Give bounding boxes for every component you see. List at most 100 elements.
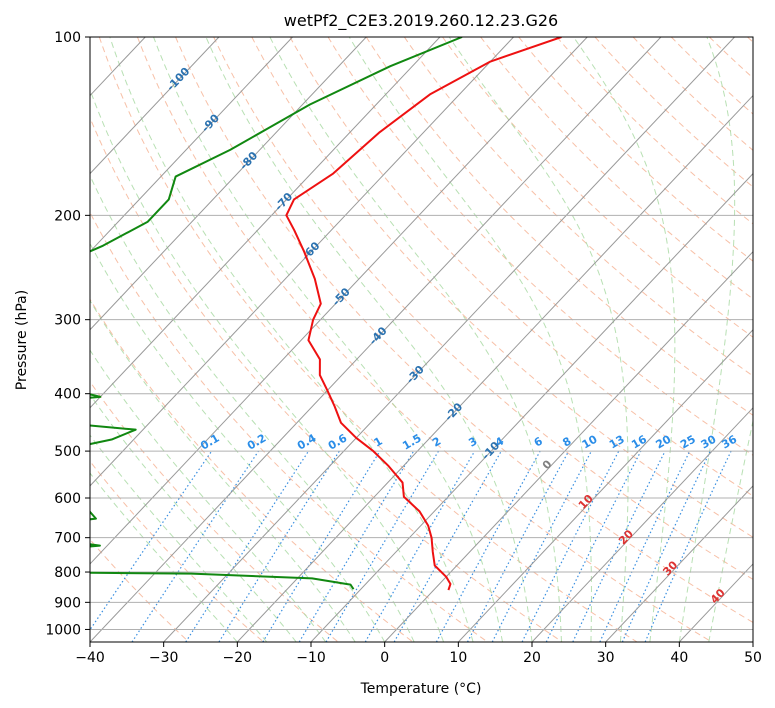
mixing-ratio-label: 25	[678, 433, 698, 452]
y-tick-label: 100	[54, 30, 81, 46]
dry-adiabat	[175, 37, 753, 624]
mixing-ratio-label: 16	[629, 432, 649, 451]
plot-frame	[89, 36, 754, 643]
dry-adiabat	[556, 37, 753, 225]
y-tick-label: 700	[54, 531, 81, 547]
mixing-ratio-line	[325, 450, 440, 642]
dry-adiabat	[289, 37, 753, 497]
isotherm	[384, 250, 753, 642]
mixing-ratio-label: 30	[699, 432, 719, 451]
dry-adiabats	[90, 37, 753, 642]
mixing-ratio-line	[599, 450, 691, 642]
moist-adiabat	[348, 37, 592, 642]
moist-adiabat	[708, 418, 753, 642]
dry-adiabat	[90, 116, 563, 642]
mixing-ratio-line	[131, 450, 260, 642]
isotherms	[90, 37, 753, 642]
x-tick-label: −30	[149, 650, 179, 666]
x-tick-label: 50	[744, 650, 762, 666]
x-axis-ticks: −40 −30 −20 −10 0 10 20 30 40 50	[75, 642, 762, 666]
dry-adiabat	[90, 380, 339, 642]
line-labels: 0.1 0.2 0.4 0.6 1 1.5 2 3 4 6 8 10 13 16 20 25 30 36-100-…	[164, 65, 739, 607]
moist-adiabat	[205, 37, 533, 642]
dry-adiabat	[90, 460, 264, 642]
profiles	[90, 37, 562, 591]
temperature-profile	[285, 37, 562, 591]
x-tick-label: −10	[296, 650, 326, 666]
x-tick-label: 0	[380, 650, 389, 666]
mixing-ratio-line	[435, 450, 541, 642]
isotherm	[605, 485, 753, 642]
moist-adiabats	[90, 37, 753, 642]
isotherm	[90, 37, 367, 331]
dry-adiabat	[136, 37, 713, 642]
isotherm	[752, 641, 753, 642]
dry-adiabat	[90, 211, 488, 642]
dry-adiabat	[709, 37, 753, 79]
y-tick-label: 800	[54, 565, 81, 581]
dry-adiabat	[98, 37, 638, 642]
mixing-ratio-line	[393, 450, 502, 642]
moist-adiabat	[90, 393, 297, 642]
y-axis-label: Pressure (hPa)	[14, 290, 30, 390]
x-tick-label: −40	[75, 650, 105, 666]
mixing-ratio-label: 8	[560, 435, 573, 450]
isotherm-label: 40	[708, 586, 728, 606]
mixing-ratio-label: 6	[532, 434, 545, 449]
isotherm	[90, 37, 588, 565]
x-tick-label: 40	[670, 650, 688, 666]
mixing-ratio-line	[545, 450, 642, 642]
isotherm	[163, 37, 735, 642]
mixing-ratio-line	[262, 450, 381, 642]
mixing-ratio-label: 1.5	[400, 432, 423, 453]
moist-adiabat	[90, 349, 327, 642]
isotherm	[90, 37, 293, 253]
mixing-ratio-label: 1	[372, 435, 385, 450]
dry-adiabat	[327, 37, 753, 456]
isotherm	[90, 37, 220, 175]
isotherm	[531, 407, 753, 642]
mixing-ratio-label: 13	[607, 433, 627, 452]
moist-adiabat	[448, 37, 629, 642]
dry-adiabat	[90, 298, 414, 642]
y-tick-label: 900	[54, 595, 81, 611]
isotherm-label: 0	[540, 457, 555, 472]
mixing-ratio-label: 10	[580, 432, 600, 451]
isotherm	[90, 37, 441, 409]
dry-adiabat	[442, 37, 753, 338]
mixing-ratio-line	[644, 450, 732, 642]
dry-adiabat	[747, 37, 753, 43]
isotherm	[90, 37, 662, 642]
mixing-ratio-line	[364, 450, 476, 642]
moist-adiabat	[90, 299, 356, 642]
isotherm	[90, 37, 514, 487]
x-tick-label: 10	[449, 650, 467, 666]
y-axis-ticks: 100 200 300 400 500 600 700 800 900 1000	[45, 30, 90, 638]
isotherm-label: 30	[660, 558, 680, 578]
moist-adiabat	[90, 242, 386, 642]
mixing-ratio-label: 2	[430, 435, 443, 450]
moist-adiabat	[153, 37, 504, 642]
y-tick-label: 400	[54, 387, 81, 403]
chart-title: wetPf2_C2E3.2019.260.12.23.G26	[284, 11, 558, 31]
dry-adiabat	[518, 37, 753, 262]
dry-adiabat	[632, 37, 753, 151]
mixing-ratio-line	[572, 450, 666, 642]
plot-area: 0.1 0.2 0.4 0.6 1 1.5 2 3 4 6 8 10 13 16 20 25 30 36-100-…	[90, 37, 753, 642]
x-tick-label: 30	[597, 650, 615, 666]
moist-adiabat	[90, 434, 268, 642]
y-tick-label: 200	[54, 208, 81, 224]
dry-adiabat	[594, 37, 753, 188]
dry-adiabat	[213, 37, 753, 581]
x-tick-label: −20	[223, 650, 253, 666]
moist-adiabat	[269, 37, 562, 642]
mixing-ratio-label: 0.4	[295, 431, 319, 452]
dry-adiabat	[480, 37, 753, 300]
y-tick-label: 300	[54, 313, 81, 329]
moist-adiabat	[678, 37, 736, 642]
isotherm	[236, 94, 753, 642]
pressure-gridlines	[90, 37, 753, 630]
moist-adiabat	[90, 88, 445, 642]
dry-adiabat	[251, 37, 753, 538]
